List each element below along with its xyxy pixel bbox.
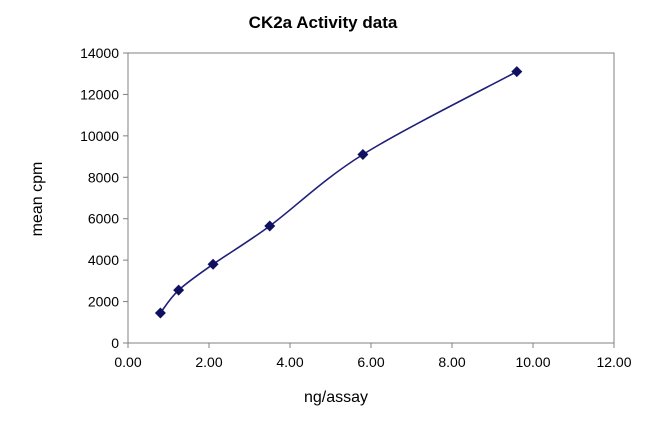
x-tick-label: 6.00 (357, 354, 384, 370)
y-tick-label: 0 (111, 335, 119, 351)
y-tick-label: 6000 (88, 211, 119, 227)
data-point (357, 149, 369, 160)
data-point (264, 220, 276, 232)
x-tick-label: 2.00 (195, 354, 222, 370)
x-tick-label: 10.00 (515, 354, 550, 370)
x-tick-label: 4.00 (276, 354, 303, 370)
y-axis-label: mean cpm (29, 162, 46, 237)
data-point (207, 258, 219, 270)
data-markers (154, 66, 523, 319)
plot-frame (127, 52, 615, 344)
data-point (511, 66, 523, 78)
y-tick-label: 2000 (88, 294, 119, 310)
data-point (173, 284, 185, 296)
series-line (159, 70, 518, 314)
y-tick-label: 10000 (80, 128, 119, 144)
y-tick-label: 14000 (80, 45, 119, 61)
x-tick-label: 12.00 (596, 354, 631, 370)
y-tick-label: 8000 (88, 169, 119, 185)
chart-title: CK2a Activity data (249, 13, 398, 32)
x-tick-label: 0.00 (114, 354, 141, 370)
x-axis-label: ng/assay (304, 389, 368, 406)
y-tick-label: 4000 (88, 252, 119, 268)
data-point (154, 307, 166, 319)
x-axis-ticks: 0.00 2.00 4.00 6.00 8.00 10.00 12.00 (114, 343, 632, 370)
x-tick-label: 8.00 (438, 354, 465, 370)
y-axis-ticks: 0 2000 4000 6000 8000 10000 12000 14000 (80, 45, 128, 351)
y-tick-label: 12000 (80, 86, 119, 102)
